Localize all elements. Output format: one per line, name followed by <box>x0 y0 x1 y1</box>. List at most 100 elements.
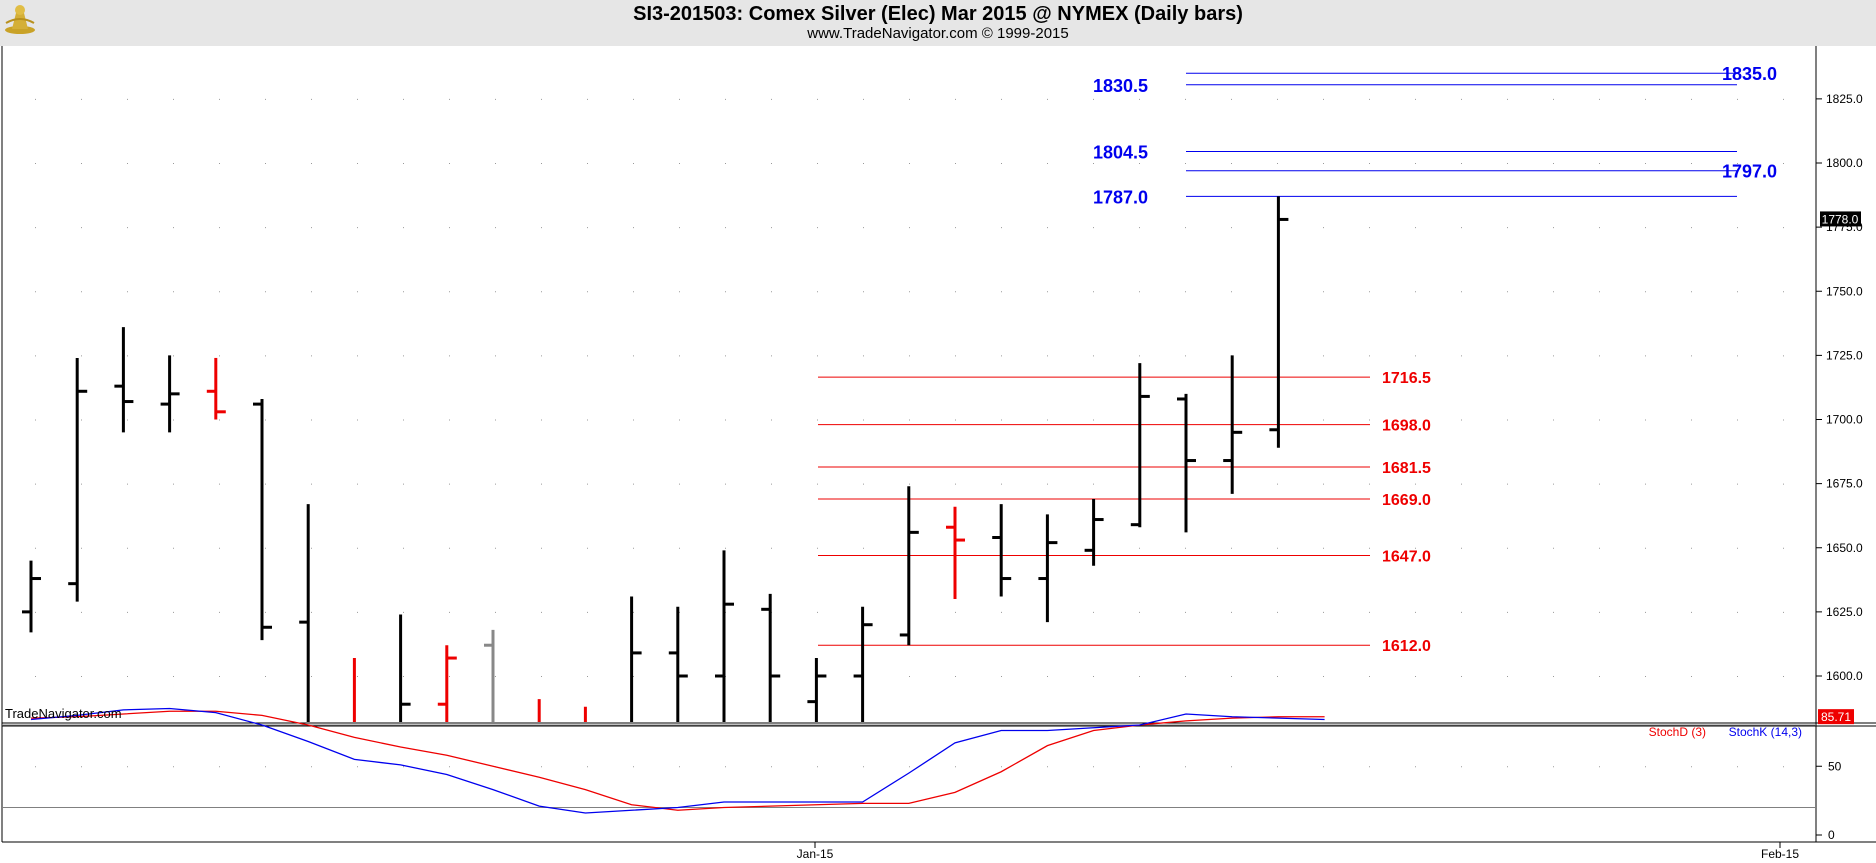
grid-dot <box>495 419 496 421</box>
grid-dot <box>403 419 404 421</box>
grid-dot <box>587 355 588 357</box>
grid-dot <box>449 98 450 100</box>
grid-dot <box>1783 611 1784 613</box>
grid-dot <box>1553 98 1554 100</box>
grid-dot <box>587 419 588 421</box>
grid-dot <box>311 483 312 485</box>
stoch-d-line <box>30 710 1325 811</box>
grid-dot <box>633 611 634 613</box>
grid-dot <box>1047 227 1048 229</box>
trade-navigator-logo-icon <box>5 5 35 34</box>
grid-dot <box>35 355 36 357</box>
grid-dot <box>771 98 772 100</box>
grid-dot <box>1737 227 1738 229</box>
grid-dot <box>1645 676 1646 677</box>
grid-dot <box>1691 766 1692 768</box>
grid-dot <box>863 227 864 229</box>
y-tick-label: 1625.0 <box>1826 605 1863 619</box>
grid-dot <box>909 419 910 421</box>
grid-dot <box>265 676 266 677</box>
grid-dot <box>725 227 726 229</box>
grid-dot <box>1369 766 1370 768</box>
grid-dot <box>955 98 956 100</box>
grid-dot <box>1001 676 1002 677</box>
grid-dot <box>1139 611 1140 613</box>
ohlc-bar <box>1130 363 1150 528</box>
x-tick-label: Jan-15 <box>797 847 834 861</box>
grid-dot <box>1553 227 1554 229</box>
grid-dot <box>1783 547 1784 549</box>
grid-dot <box>81 611 82 613</box>
grid-dot <box>817 98 818 100</box>
grid-dot <box>1783 227 1784 229</box>
grid-dot <box>219 419 220 421</box>
grid-dot <box>127 355 128 357</box>
grid-dot <box>357 227 358 229</box>
grid-dot <box>173 98 174 100</box>
grid-dot <box>1783 291 1784 293</box>
grid-dot <box>127 291 128 293</box>
grid-dot <box>495 98 496 100</box>
grid-dot <box>1599 766 1600 768</box>
grid-dot <box>1277 98 1278 100</box>
support-label: 1681.5 <box>1382 460 1431 477</box>
ohlc-bar <box>253 398 272 641</box>
grid-dot <box>587 483 588 485</box>
grid-dot <box>173 676 174 677</box>
support-label: 1698.0 <box>1382 418 1431 435</box>
grid-dot <box>725 163 726 164</box>
grid-dot <box>1507 98 1508 100</box>
grid-dot <box>1691 227 1692 229</box>
grid-dot <box>1185 291 1186 293</box>
grid-dot <box>1323 163 1324 164</box>
grid-dot <box>863 163 864 164</box>
grid-dot <box>863 547 864 549</box>
grid-dot <box>35 766 36 768</box>
grid-dot <box>219 98 220 100</box>
grid-dot <box>1231 98 1232 100</box>
grid-dot <box>725 766 726 768</box>
grid-dot <box>955 291 956 293</box>
grid-dot <box>1369 547 1370 549</box>
grid-dot <box>587 611 588 613</box>
resistance-label: 1797.0 <box>1722 162 1777 182</box>
grid-dot <box>1507 163 1508 164</box>
grid-dot <box>81 766 82 768</box>
stoch-last-value-marker <box>1818 709 1854 725</box>
grid-dot <box>127 163 128 164</box>
grid-dot <box>1461 419 1462 421</box>
grid-dot <box>1737 676 1738 677</box>
ohlc-bar <box>1038 514 1058 623</box>
grid-dot <box>1553 163 1554 164</box>
grid-dot <box>1691 419 1692 421</box>
grid-dot <box>311 163 312 164</box>
grid-dot <box>1323 291 1324 293</box>
grid-dot <box>81 419 82 421</box>
ohlc-bar <box>946 506 965 600</box>
grid-dot <box>219 676 220 677</box>
ohlc-bar <box>761 593 781 722</box>
grid-dot <box>81 547 82 549</box>
grid-dot <box>1645 98 1646 100</box>
grid-dot <box>541 227 542 229</box>
grid-dot <box>1553 547 1554 549</box>
grid-dot <box>679 355 680 357</box>
grid-dot <box>449 355 450 357</box>
grid-dot <box>1461 355 1462 357</box>
grid-dot <box>1185 163 1186 164</box>
grid-dot <box>81 163 82 164</box>
grid-dot <box>771 547 772 549</box>
resistance-label: 1830.5 <box>1093 76 1148 96</box>
grid-dot <box>357 163 358 164</box>
grid-dot <box>863 766 864 768</box>
grid-dot <box>403 227 404 229</box>
grid-dot <box>173 355 174 357</box>
grid-dot <box>219 227 220 229</box>
grid-dot <box>541 547 542 549</box>
grid-dot <box>495 163 496 164</box>
grid-dot <box>771 291 772 293</box>
grid-dot <box>1231 227 1232 229</box>
grid-dot <box>955 227 956 229</box>
grid-dot <box>1415 419 1416 421</box>
grid-dot <box>771 483 772 485</box>
